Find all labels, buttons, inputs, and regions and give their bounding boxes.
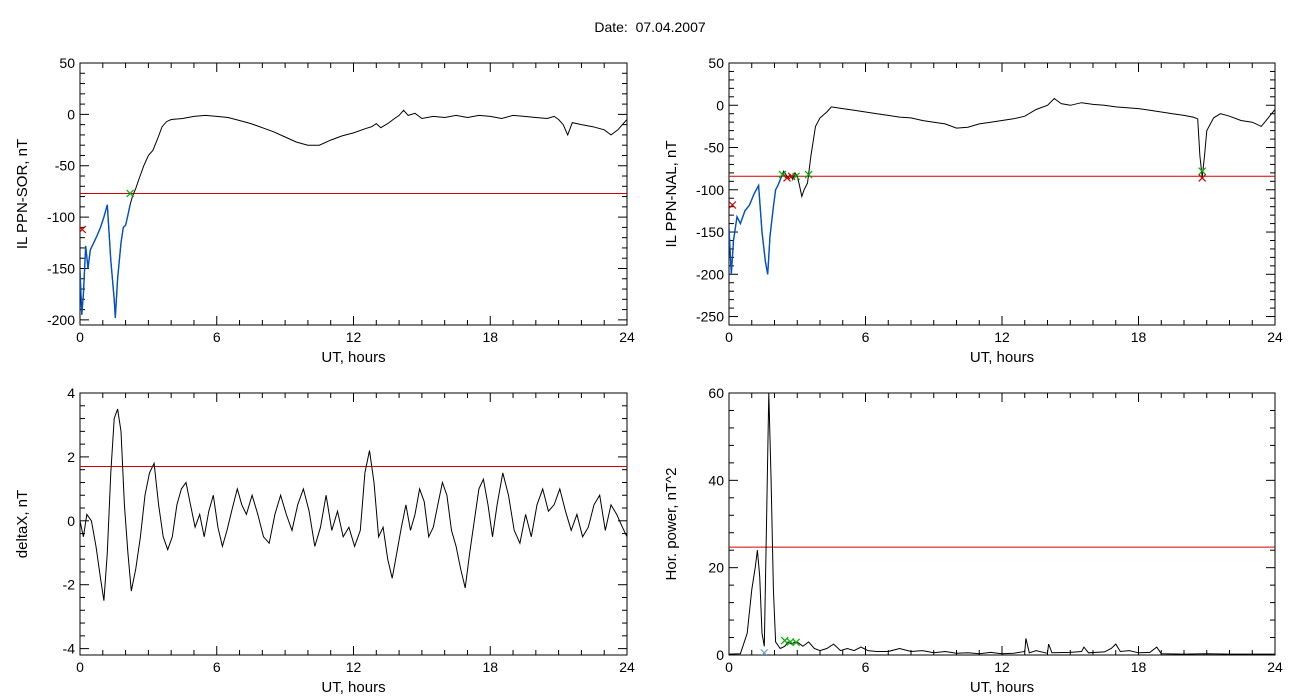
y-axis-label: IL PPN-SOR, nT xyxy=(14,139,31,249)
plot-frame xyxy=(728,392,1276,656)
y-tick-label: 20 xyxy=(708,560,724,576)
marker-stroke xyxy=(126,189,135,198)
y-tick-label: -50 xyxy=(55,158,75,174)
x-tick-label: 12 xyxy=(346,329,362,345)
page-title: Date: 07.04.2007 xyxy=(0,19,1300,35)
y-tick-label: 50 xyxy=(708,55,724,71)
panel-hor-power: 0 6 12 18 24 60 40 20 0 UT, hours Hor. power, nT^2 xyxy=(663,385,1283,696)
x-tick-label: 6 xyxy=(862,329,870,345)
x-tick-label: 6 xyxy=(213,329,221,345)
y-tick-label: 50 xyxy=(59,55,75,71)
x-tick-label: 24 xyxy=(619,659,635,675)
marker-start xyxy=(792,638,801,647)
series-line xyxy=(729,97,1275,275)
panel-ppn-nal: 0 6 12 18 24 50 0 -50 -100 -150 -200 -250 UT, hours I… xyxy=(663,55,1283,366)
plot-frame xyxy=(79,62,628,326)
x-tick-label: 18 xyxy=(482,329,498,345)
marker-cross xyxy=(760,648,769,655)
plot-area xyxy=(729,97,1275,275)
y-tick-label: -150 xyxy=(696,224,724,240)
plot-area xyxy=(729,393,1275,655)
x-tick-label: 12 xyxy=(346,659,362,675)
y-axis-label: deltaX, nT xyxy=(14,490,31,558)
marker-stroke xyxy=(804,170,813,179)
y-tick-label: -150 xyxy=(47,260,75,276)
plot-frame xyxy=(79,392,628,656)
marker-start xyxy=(778,170,787,179)
date-value: 07.04.2007 xyxy=(635,19,706,35)
x-tick-label: 12 xyxy=(994,329,1010,345)
y-tick-label: 60 xyxy=(708,385,724,401)
y-tick-label: -200 xyxy=(696,266,724,282)
x-axis-label: UT, hours xyxy=(970,349,1034,366)
y-tick-label: -250 xyxy=(696,309,724,325)
y-tick-label: 4 xyxy=(67,385,75,401)
marker-stroke xyxy=(792,638,801,647)
x-tick-label: 24 xyxy=(619,329,635,345)
plot-area xyxy=(80,109,627,318)
series-highlight xyxy=(80,204,131,318)
marker-end xyxy=(80,225,87,234)
x-axis-label: UT, hours xyxy=(321,679,385,696)
y-tick-label: -200 xyxy=(47,312,75,328)
x-tick-label: 0 xyxy=(725,329,733,345)
x-tick-label: 0 xyxy=(76,659,84,675)
x-tick-label: 6 xyxy=(862,659,870,675)
marker-start xyxy=(804,170,813,179)
x-tick-label: 18 xyxy=(482,659,498,675)
x-tick-label: 24 xyxy=(1267,659,1283,675)
y-tick-label: -100 xyxy=(696,182,724,198)
marker-stroke xyxy=(1198,167,1207,176)
panel-deltax: 0 6 12 18 24 4 2 0 -2 -4 UT, hours deltaX, nT xyxy=(14,385,635,696)
x-tick-label: 18 xyxy=(1131,659,1147,675)
x-axis-label: UT, hours xyxy=(970,679,1034,696)
y-tick-label: -4 xyxy=(63,641,76,657)
panel-ppn-sor: 0 6 12 18 24 50 0 -50 -100 -150 -200 UT, hours IL PP… xyxy=(14,55,635,366)
marker-start xyxy=(126,189,135,198)
y-tick-label: -100 xyxy=(47,209,75,225)
marker-stroke xyxy=(792,172,801,181)
series-line xyxy=(729,393,1275,655)
series-line xyxy=(80,109,627,318)
y-tick-label: 0 xyxy=(67,513,75,529)
y-tick-label: 2 xyxy=(67,449,75,465)
marker-start xyxy=(1198,167,1207,176)
marker-stroke xyxy=(80,225,87,233)
plot-area xyxy=(80,408,627,601)
x-tick-label: 0 xyxy=(76,329,84,345)
x-tick-label: 0 xyxy=(725,659,733,675)
y-tick-label: 0 xyxy=(716,97,724,113)
x-tick-label: 6 xyxy=(213,659,221,675)
x-axis-label: UT, hours xyxy=(321,349,385,366)
marker-end xyxy=(1198,174,1207,182)
series-line xyxy=(80,408,627,601)
marker-stroke xyxy=(729,201,737,209)
marker-stroke xyxy=(761,648,769,655)
x-tick-label: 18 xyxy=(1131,329,1147,345)
series-highlight xyxy=(729,176,782,275)
x-tick-label: 12 xyxy=(994,659,1010,675)
y-tick-label: 40 xyxy=(708,472,724,488)
marker-end xyxy=(729,201,737,209)
marker-end xyxy=(783,174,791,182)
y-tick-label: -50 xyxy=(704,140,724,156)
marker-stroke xyxy=(1198,174,1207,182)
y-tick-label: 0 xyxy=(67,106,75,122)
y-axis-label: IL PPN-NAL, nT xyxy=(663,141,680,248)
y-tick-label: 0 xyxy=(716,647,724,663)
marker-start xyxy=(792,172,801,181)
marker-stroke xyxy=(783,174,791,182)
marker-stroke xyxy=(778,170,787,179)
x-tick-label: 24 xyxy=(1267,329,1283,345)
date-label: Date: xyxy=(594,19,628,35)
y-axis-label: Hor. power, nT^2 xyxy=(663,468,680,581)
y-tick-label: -2 xyxy=(63,577,76,593)
plot-frame xyxy=(728,62,1276,326)
